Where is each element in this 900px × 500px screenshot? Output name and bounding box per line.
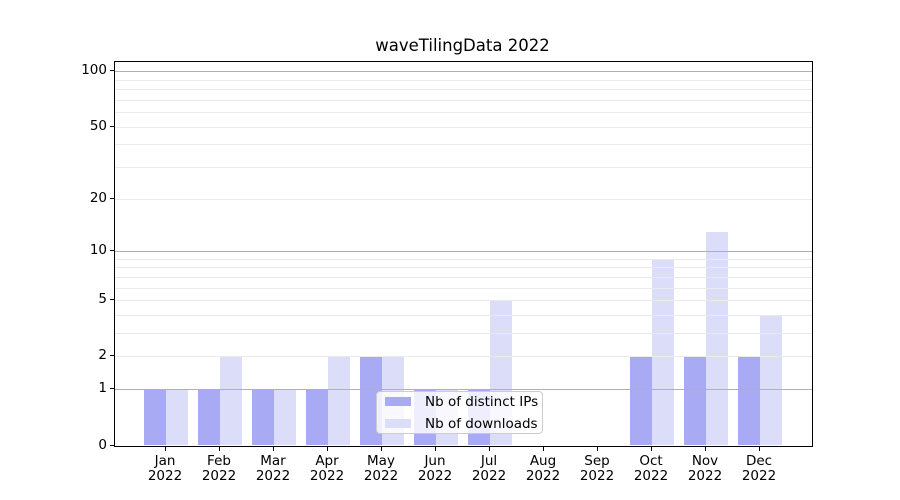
x-tick-label-8: Sep 2022 [579,452,615,484]
gridline-10 [115,251,812,253]
gridline-8 [115,267,812,269]
gridline-4 [115,315,812,316]
y-tick-mark-10 [110,250,114,252]
gridline-100 [115,71,812,73]
gridline-3 [115,333,812,335]
bar-downloads-11 [760,315,782,446]
y-tick-label-50: 50 [89,117,107,134]
legend-label-0: Nb of distinct IPs [425,393,539,410]
y-tick-mark-100 [110,70,114,72]
y-tick-mark-2 [110,355,114,357]
gridline-2 [115,356,812,358]
gridline-1 [115,389,812,391]
x-tick-mark-10 [705,445,706,451]
legend-row-0: Nb of distinct IPs [385,393,538,411]
legend-swatch-1 [385,418,411,429]
bar-distinct-ips-2 [252,389,274,446]
x-tick-mark-7 [543,445,544,451]
x-tick-mark-8 [597,445,598,451]
y-tick-label-2: 2 [98,347,107,364]
legend-swatch-0 [385,396,411,407]
y-tick-label-100: 100 [81,62,107,79]
bar-downloads-1 [220,356,242,446]
x-tick-mark-3 [327,445,328,451]
gridline-30 [115,167,812,169]
x-tick-label-7: Aug 2022 [525,452,561,484]
bar-distinct-ips-3 [306,389,328,446]
bar-downloads-2 [274,389,296,446]
legend-label-1: Nb of downloads [425,415,538,432]
legend-row-1: Nb of downloads [385,415,538,433]
x-tick-label-5: Jun 2022 [417,452,453,484]
plot-area [114,61,813,447]
bar-distinct-ips-0 [144,389,166,446]
gridline-6 [115,287,812,289]
x-tick-mark-0 [165,445,166,451]
x-tick-label-10: Nov 2022 [687,452,723,484]
y-tick-label-20: 20 [89,189,107,206]
x-tick-mark-1 [219,445,220,451]
gridline-90 [115,79,812,81]
gridline-70 [115,99,812,101]
bar-downloads-3 [328,356,350,446]
x-tick-label-3: Apr 2022 [309,452,345,484]
bar-downloads-0 [166,389,188,446]
gridline-7 [115,276,812,278]
bar-downloads-9 [652,258,674,446]
x-tick-mark-4 [381,445,382,451]
y-tick-mark-50 [110,125,114,127]
y-tick-label-10: 10 [89,242,107,259]
gridline-9 [115,258,812,260]
y-tick-label-0: 0 [98,436,107,453]
x-tick-mark-6 [489,445,490,451]
bars-layer [115,62,812,446]
bar-distinct-ips-10 [684,356,706,446]
y-tick-mark-1 [110,388,114,390]
x-tick-label-6: Jul 2022 [471,452,507,484]
x-tick-mark-11 [759,445,760,451]
bar-distinct-ips-1 [198,389,220,446]
y-tick-mark-5 [110,299,114,301]
y-tick-label-5: 5 [98,291,107,308]
x-tick-label-11: Dec 2022 [741,452,777,484]
x-tick-mark-9 [651,445,652,451]
bar-distinct-ips-11 [738,356,760,446]
bar-downloads-10 [706,231,728,446]
legend: Nb of distinct IPs Nb of downloads [376,391,543,434]
x-tick-label-0: Jan 2022 [147,452,183,484]
gridline-40 [115,144,812,146]
x-tick-mark-5 [435,445,436,451]
gridline-5 [115,300,812,302]
gridlines-layer [115,62,812,446]
x-tick-label-4: May 2022 [363,452,399,484]
x-tick-label-2: Mar 2022 [255,452,291,484]
gridline-20 [115,198,812,200]
x-tick-label-1: Feb 2022 [201,452,237,484]
y-tick-mark-20 [110,197,114,199]
gridline-80 [115,89,812,91]
y-tick-mark-0 [110,444,114,446]
x-tick-label-9: Oct 2022 [633,452,669,484]
gridline-50 [115,126,812,128]
x-tick-mark-2 [273,445,274,451]
y-tick-label-1: 1 [98,380,107,397]
chart-title: waveTilingData 2022 [375,36,550,55]
bar-distinct-ips-9 [630,356,652,446]
gridline-60 [115,112,812,114]
